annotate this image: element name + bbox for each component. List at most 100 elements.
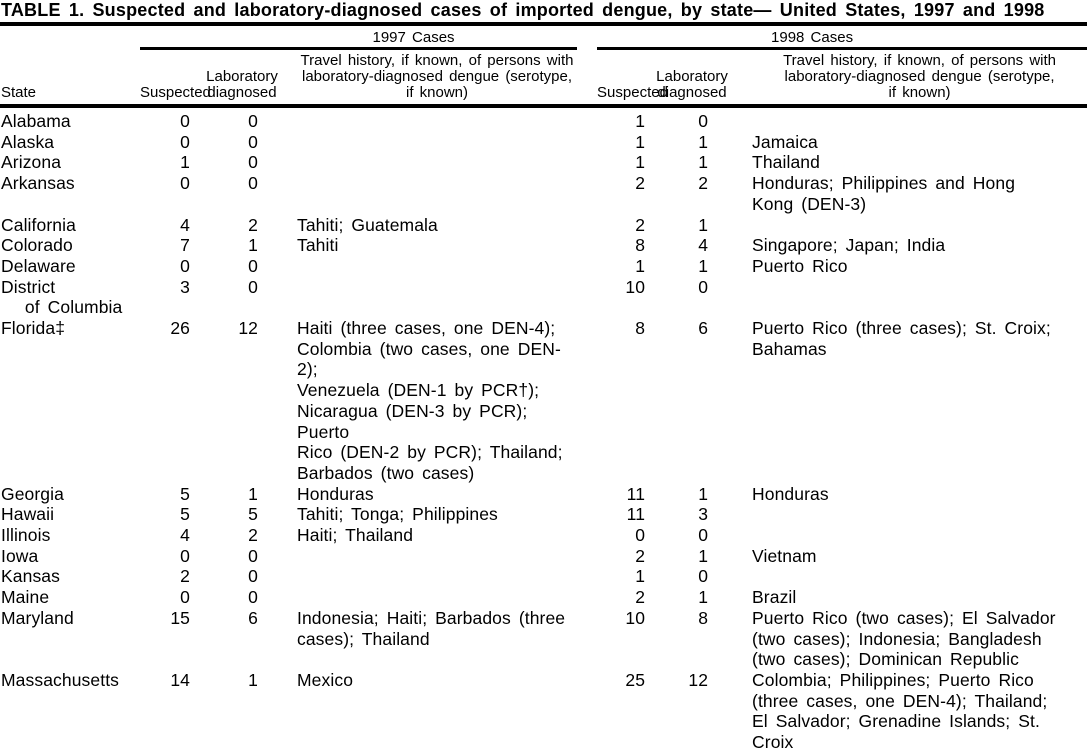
suspected-1997-value: 3 xyxy=(180,276,190,297)
suspected-1997-value: 0 xyxy=(180,173,190,194)
travel-history-1997: Tahiti; Tonga; Philippines xyxy=(297,504,498,525)
row-gap xyxy=(577,173,597,214)
suspected-1998-value: 8 xyxy=(635,318,646,339)
lab-diagnosed-1997-value: 0 xyxy=(248,566,258,587)
suspected-1998-value: 1 xyxy=(635,111,646,131)
travel-history-1997 xyxy=(265,152,577,173)
suspected-1998-value: 11 xyxy=(626,483,646,504)
suspected-1998-value: 0 xyxy=(635,525,646,546)
state-name: Illinois xyxy=(1,525,51,546)
state-name: Alabama xyxy=(1,111,71,131)
lab-diagnosed-1997-value: 0 xyxy=(248,255,258,276)
lab-diagnosed-1997-value: 0 xyxy=(248,545,258,566)
travel-history-1997: Indonesia; Haiti; Barbados (three cases)… xyxy=(297,607,566,649)
row-gap xyxy=(577,235,597,256)
lab-diagnosed-1998-value: 0 xyxy=(698,111,709,131)
state-name: Kansas xyxy=(1,566,60,587)
suspected-1998-value: 11 xyxy=(626,504,646,525)
state-name: Maine xyxy=(1,587,50,608)
suspected-1998-value: 10 xyxy=(625,607,646,628)
lab-diagnosed-1998-value: 1 xyxy=(698,152,709,173)
table-row: Colorado 7 1 Tahiti 8 4 Singapore; Japan; Indi… xyxy=(0,235,1087,256)
table-row: Hawaii 5 5 Tahiti; Tonga; Philippines 11 3 xyxy=(0,504,1087,525)
lab-diagnosed-1998-value: 4 xyxy=(698,235,709,256)
suspected-1997-value: 0 xyxy=(180,111,190,131)
travel-history-1997: Haiti (three cases, one DEN-4); Colombia… xyxy=(297,318,563,483)
suspected-1997-value: 15 xyxy=(170,607,190,628)
suspected-1997-value: 7 xyxy=(180,235,190,256)
travel-history-1998: Puerto Rico (three cases); St. Croix; Ba… xyxy=(752,318,1051,359)
travel-history-1998: Vietnam xyxy=(752,545,817,566)
suspected-1998-value: 2 xyxy=(635,214,646,235)
suspected-1998-value: 10 xyxy=(625,276,646,297)
table-row: Maine 0 0 2 1 Brazil xyxy=(0,587,1087,608)
row-gap xyxy=(577,215,597,236)
group-header-1997: 1997 Cases xyxy=(140,26,578,50)
travel-history-1998 xyxy=(712,566,1087,587)
lab-diagnosed-1998-value: 1 xyxy=(698,131,709,152)
travel-history-1997: Tahiti; Guatemala xyxy=(297,214,438,235)
lab-diagnosed-1997-value: 0 xyxy=(248,131,258,152)
state-name: Iowa xyxy=(1,545,39,566)
travel-history-1997 xyxy=(265,106,577,132)
state-name: Colorado xyxy=(1,235,73,256)
suspected-1998-value: 8 xyxy=(635,235,646,256)
suspected-1997-value: 5 xyxy=(180,483,190,504)
column-header-row: State Suspected Laboratory diagnosed Tra… xyxy=(0,48,1087,108)
travel-history-1997: Mexico xyxy=(297,669,354,690)
col-header-travel-1997: Travel history, if known, of persons wit… xyxy=(265,48,578,108)
travel-history-1997 xyxy=(265,277,577,318)
suspected-1997-value: 4 xyxy=(180,525,190,546)
row-gap xyxy=(577,670,597,749)
table-row: Illinois 4 2 Haiti; Thailand 0 0 xyxy=(0,525,1087,546)
lab-diagnosed-1998-value: 8 xyxy=(698,607,709,628)
row-gap xyxy=(577,546,597,567)
col-header-suspected-1998: Suspected xyxy=(597,48,668,108)
suspected-1997-value: 1 xyxy=(180,152,190,173)
suspected-1998-value: 2 xyxy=(635,587,646,608)
row-gap xyxy=(577,566,597,587)
table-header: 1997 Cases 1998 Cases State Suspected La… xyxy=(0,26,1087,108)
suspected-1997-value: 2 xyxy=(180,566,190,587)
travel-history-1998: Singapore; Japan; India xyxy=(752,235,946,256)
row-gap xyxy=(577,484,597,505)
table-row: Arkansas 0 0 2 2 Honduras; Philippines and Ho… xyxy=(0,173,1087,214)
lab-diagnosed-1998-value: 1 xyxy=(698,483,709,504)
group-1998-label: 1998 Cases xyxy=(771,29,854,46)
col-header-travel-1998: Travel history, if known, of persons wit… xyxy=(712,48,1087,108)
col-header-laboratory-1998: Laboratory diagnosed xyxy=(650,48,728,108)
row-gap xyxy=(577,318,597,484)
lab-diagnosed-1998-value: 0 xyxy=(698,566,709,587)
lab-diagnosed-1998-value: 0 xyxy=(698,276,709,297)
table-row: Delaware 0 0 1 1 Puerto Rico xyxy=(0,256,1087,277)
lab-diagnosed-1998-value: 1 xyxy=(698,255,709,276)
group-1997-label: 1997 Cases xyxy=(372,29,455,46)
state-name: District of Columbia xyxy=(1,276,123,318)
travel-history-1997: Honduras xyxy=(297,483,374,504)
row-gap xyxy=(577,608,597,670)
suspected-1998-value: 25 xyxy=(625,669,646,690)
table-row: Georgia 5 1 Honduras 11 1 Honduras xyxy=(0,484,1087,505)
table-row: Maryland 15 6 Indonesia; Haiti; Barbados (t… xyxy=(0,608,1087,670)
lab-diagnosed-1997-value: 6 xyxy=(248,607,258,628)
travel-history-1998 xyxy=(712,215,1087,236)
group-header-1998: 1998 Cases xyxy=(597,26,1087,50)
state-name: Florida‡ xyxy=(1,318,66,339)
travel-history-1997 xyxy=(265,587,577,608)
travel-history-1997 xyxy=(265,566,577,587)
lab-diagnosed-1998-value: 1 xyxy=(698,214,709,235)
row-gap xyxy=(577,504,597,525)
suspected-1998-value: 2 xyxy=(635,173,646,194)
travel-history-1998: Puerto Rico xyxy=(752,255,848,276)
suspected-1997-value: 0 xyxy=(180,255,190,276)
travel-history-1997: Haiti; Thailand xyxy=(297,525,414,546)
table-row: Arizona 1 0 1 1 Thailand xyxy=(0,152,1087,173)
dengue-cases-table: 1997 Cases 1998 Cases State Suspected La… xyxy=(0,26,1087,749)
travel-history-1998: Puerto Rico (two cases); El Salvador (tw… xyxy=(752,607,1056,670)
row-gap xyxy=(577,277,597,318)
row-gap xyxy=(577,106,597,132)
travel-history-1998 xyxy=(712,277,1087,318)
col-header-gap xyxy=(577,48,598,108)
table-row: Iowa 0 0 2 1 Vietnam xyxy=(0,546,1087,567)
